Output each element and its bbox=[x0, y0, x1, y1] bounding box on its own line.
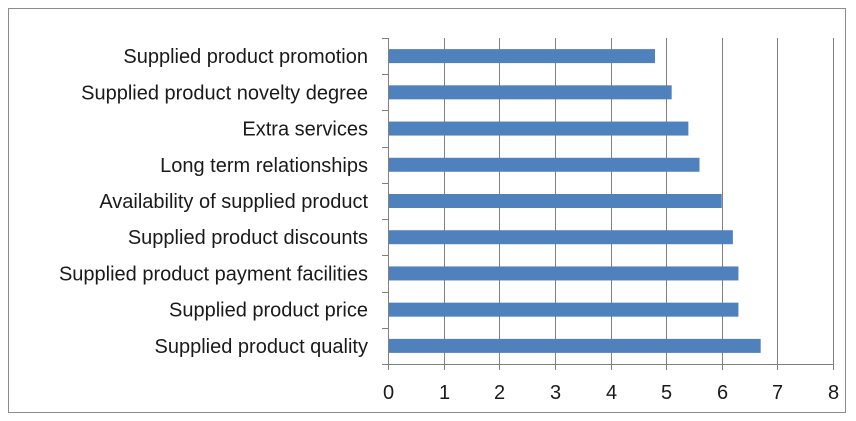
x-tick-label: 0 bbox=[383, 382, 394, 404]
x-tick-labels: 0 1 2 3 4 5 6 7 8 bbox=[383, 382, 839, 404]
bar-2 bbox=[388, 121, 689, 136]
bar-6 bbox=[388, 266, 739, 281]
category-label: Supplied product promotion bbox=[123, 46, 368, 68]
bar-1 bbox=[388, 85, 672, 100]
x-tick-label: 7 bbox=[772, 382, 783, 404]
category-label: Supplied product price bbox=[169, 300, 368, 322]
bars bbox=[388, 49, 761, 353]
x-tick-label: 4 bbox=[606, 382, 617, 404]
x-tick-label: 2 bbox=[494, 382, 505, 404]
bar-7 bbox=[388, 302, 739, 317]
category-label: Long term relationships bbox=[160, 155, 368, 177]
bar-8 bbox=[388, 338, 761, 353]
bar-0 bbox=[388, 49, 655, 64]
category-label: Supplied product novelty degree bbox=[81, 82, 368, 104]
x-tick-label: 6 bbox=[717, 382, 728, 404]
bar-5 bbox=[388, 230, 733, 245]
category-labels: Supplied product promotion Supplied produ… bbox=[59, 46, 369, 358]
bar-3 bbox=[388, 157, 700, 172]
x-tick-label: 8 bbox=[828, 382, 839, 404]
bar-4 bbox=[388, 194, 722, 208]
x-tick-label: 1 bbox=[439, 382, 450, 404]
category-label: Supplied product quality bbox=[155, 336, 368, 358]
axes bbox=[382, 38, 834, 370]
category-label: Availability of supplied product bbox=[99, 191, 368, 213]
x-tick-label: 3 bbox=[550, 382, 561, 404]
x-tick-label: 5 bbox=[661, 382, 672, 404]
category-label: Extra services bbox=[242, 119, 368, 141]
category-label: Supplied product discounts bbox=[128, 227, 368, 249]
category-label: Supplied product payment facilities bbox=[59, 263, 368, 285]
